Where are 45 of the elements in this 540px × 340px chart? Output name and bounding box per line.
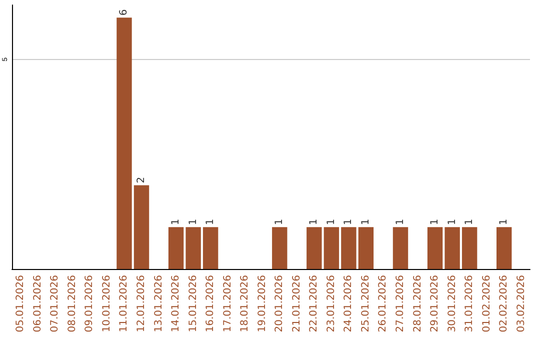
x-tick-label: 09.01.2026	[84, 275, 96, 332]
data-label: 1	[464, 218, 476, 226]
data-label: 1	[170, 218, 182, 226]
x-tick-label: 25.01.2026	[360, 275, 372, 332]
x-tick-label: 10.01.2026	[101, 275, 112, 332]
x-tick-label: 31.01.2026	[464, 275, 476, 332]
x-tick-label: 15.01.2026	[188, 275, 199, 332]
data-label: 1	[205, 218, 216, 226]
x-tick-label: 12.01.2026	[136, 275, 147, 332]
data-label: 1	[446, 218, 458, 226]
x-tick-label: 27.01.2026	[395, 275, 406, 332]
x-tick-label: 14.01.2026	[170, 275, 182, 332]
x-tick-label: 22.01.2026	[308, 275, 320, 332]
x-tick-label: 03.02.2026	[516, 275, 527, 332]
x-tick-label: 06.01.2026	[32, 275, 44, 332]
x-tick-label: 23.01.2026	[326, 275, 337, 332]
data-label: 1	[360, 218, 372, 226]
data-label: 2	[136, 176, 147, 184]
x-tick-label: 07.01.2026	[50, 275, 61, 332]
data-label: 1	[188, 218, 199, 226]
data-label: 1	[308, 218, 320, 226]
data-label: 1	[395, 218, 406, 226]
x-tick-label: 24.01.2026	[343, 275, 354, 332]
x-tick-label: 30.01.2026	[446, 275, 458, 332]
x-tick-label: 11.01.2026	[118, 275, 130, 332]
x-tick-label: 02.02.2026	[498, 275, 510, 332]
data-label: 1	[274, 218, 286, 226]
x-tick-label: 21.01.2026	[291, 275, 302, 332]
x-tick-label: 26.01.2026	[378, 275, 389, 332]
data-label: 6	[118, 9, 130, 16]
x-tick-label: 19.01.2026	[256, 275, 268, 332]
data-label: 1	[430, 218, 441, 226]
x-tick-label: 13.01.2026	[153, 275, 164, 332]
x-tick-label: 28.01.2026	[412, 275, 424, 332]
data-label: 1	[343, 218, 354, 226]
x-tick-label: 17.01.2026	[222, 275, 234, 332]
data-label: 1	[498, 218, 510, 226]
x-tick-label: 05.01.2026	[15, 275, 26, 332]
x-tick-label: 01.02.2026	[481, 275, 492, 332]
x-tick-label: 18.01.2026	[240, 275, 251, 332]
x-tick-label: 20.01.2026	[274, 275, 286, 332]
x-tick-label: 29.01.2026	[430, 275, 441, 332]
x-tick-label: 16.01.2026	[205, 275, 216, 332]
data-label: 1	[326, 218, 337, 226]
x-tick-label: 08.01.2026	[66, 275, 78, 332]
